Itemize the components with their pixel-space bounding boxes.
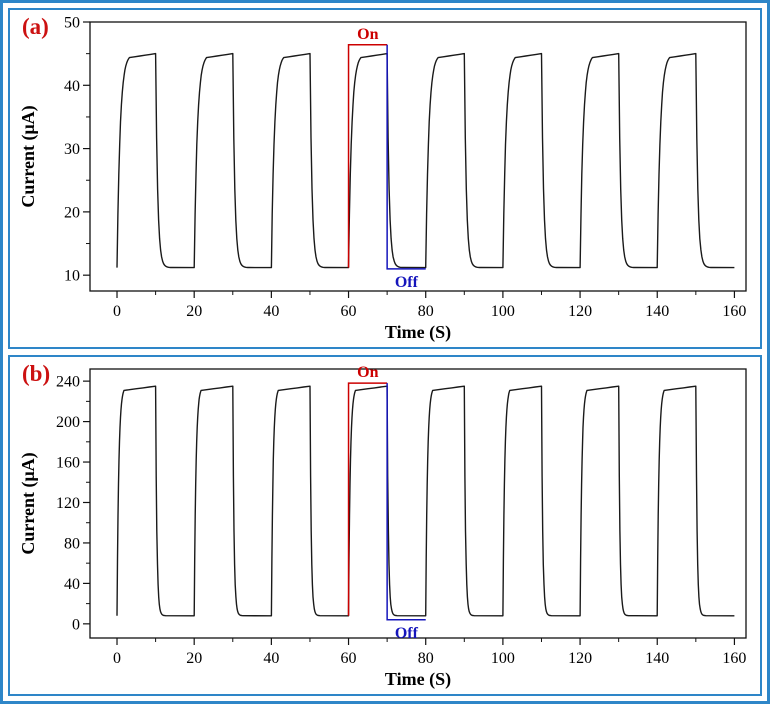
x-tick-label: 60 — [341, 650, 357, 667]
panel-a: (a) 0 20 40 60 80 100 120 140 160 10 20 30 40 50 Time … — [8, 8, 762, 349]
on-annotation-line — [347, 44, 388, 268]
off-annotation-line — [386, 44, 426, 270]
y-tick-label: 200 — [56, 414, 80, 431]
series-line — [116, 385, 735, 617]
on-annotation-line — [347, 382, 388, 616]
y-axis-label: Current (μA) — [18, 105, 39, 207]
chart-a: 0 20 40 60 80 100 120 140 160 10 20 30 40 50 Time (S) C… — [18, 15, 747, 343]
y-tick-label: 40 — [64, 576, 80, 593]
panel-a-label: (a) — [22, 14, 49, 39]
x-tick-label: 120 — [568, 650, 592, 667]
x-axis-label: Time (S) — [385, 669, 451, 690]
y-tick-label: 30 — [64, 141, 80, 158]
plot-frame — [89, 21, 747, 292]
y-axis-label: Current (μA) — [18, 452, 39, 554]
x-tick-label: 40 — [263, 650, 279, 667]
x-tick-label: 140 — [645, 650, 669, 667]
y-tick-label: 120 — [56, 495, 80, 512]
y-tick-label: 0 — [72, 616, 80, 633]
off-annotation-line — [386, 383, 426, 621]
x-tick-label: 80 — [418, 650, 434, 667]
y-tick-label: 50 — [64, 15, 80, 32]
off-label: Off — [395, 625, 419, 642]
on-label: On — [357, 364, 378, 381]
y-tick-label: 160 — [56, 455, 80, 472]
series-line — [116, 52, 735, 269]
x-tick-label: 0 — [113, 303, 121, 320]
y-tick-label: 80 — [64, 535, 80, 552]
y-tick-label: 20 — [64, 204, 80, 221]
x-tick-label: 100 — [491, 303, 515, 320]
panel-b: (b) 0 20 40 60 80 100 120 140 160 0 40 80 120 160 200 2… — [8, 355, 762, 696]
y-tick-label: 240 — [56, 374, 80, 391]
x-axis-label: Time (S) — [385, 322, 451, 343]
chart-b: 0 20 40 60 80 100 120 140 160 0 40 80 120 160 200 240 Ti… — [18, 364, 747, 690]
y-tick-label: 10 — [64, 268, 80, 285]
x-tick-label: 120 — [568, 303, 592, 320]
x-tick-label: 160 — [722, 303, 746, 320]
x-tick-label: 140 — [645, 303, 669, 320]
panel-b-label: (b) — [22, 361, 51, 386]
x-tick-label: 20 — [186, 650, 202, 667]
plot-frame — [89, 368, 747, 639]
y-tick-label: 40 — [64, 78, 80, 95]
x-tick-label: 0 — [113, 650, 121, 667]
x-tick-label: 20 — [186, 303, 202, 320]
off-label: Off — [395, 274, 419, 291]
x-tick-label: 40 — [263, 303, 279, 320]
x-tick-label: 100 — [491, 650, 515, 667]
x-tick-label: 80 — [418, 303, 434, 320]
x-tick-label: 160 — [722, 650, 746, 667]
x-tick-label: 60 — [341, 303, 357, 320]
on-label: On — [357, 26, 378, 43]
